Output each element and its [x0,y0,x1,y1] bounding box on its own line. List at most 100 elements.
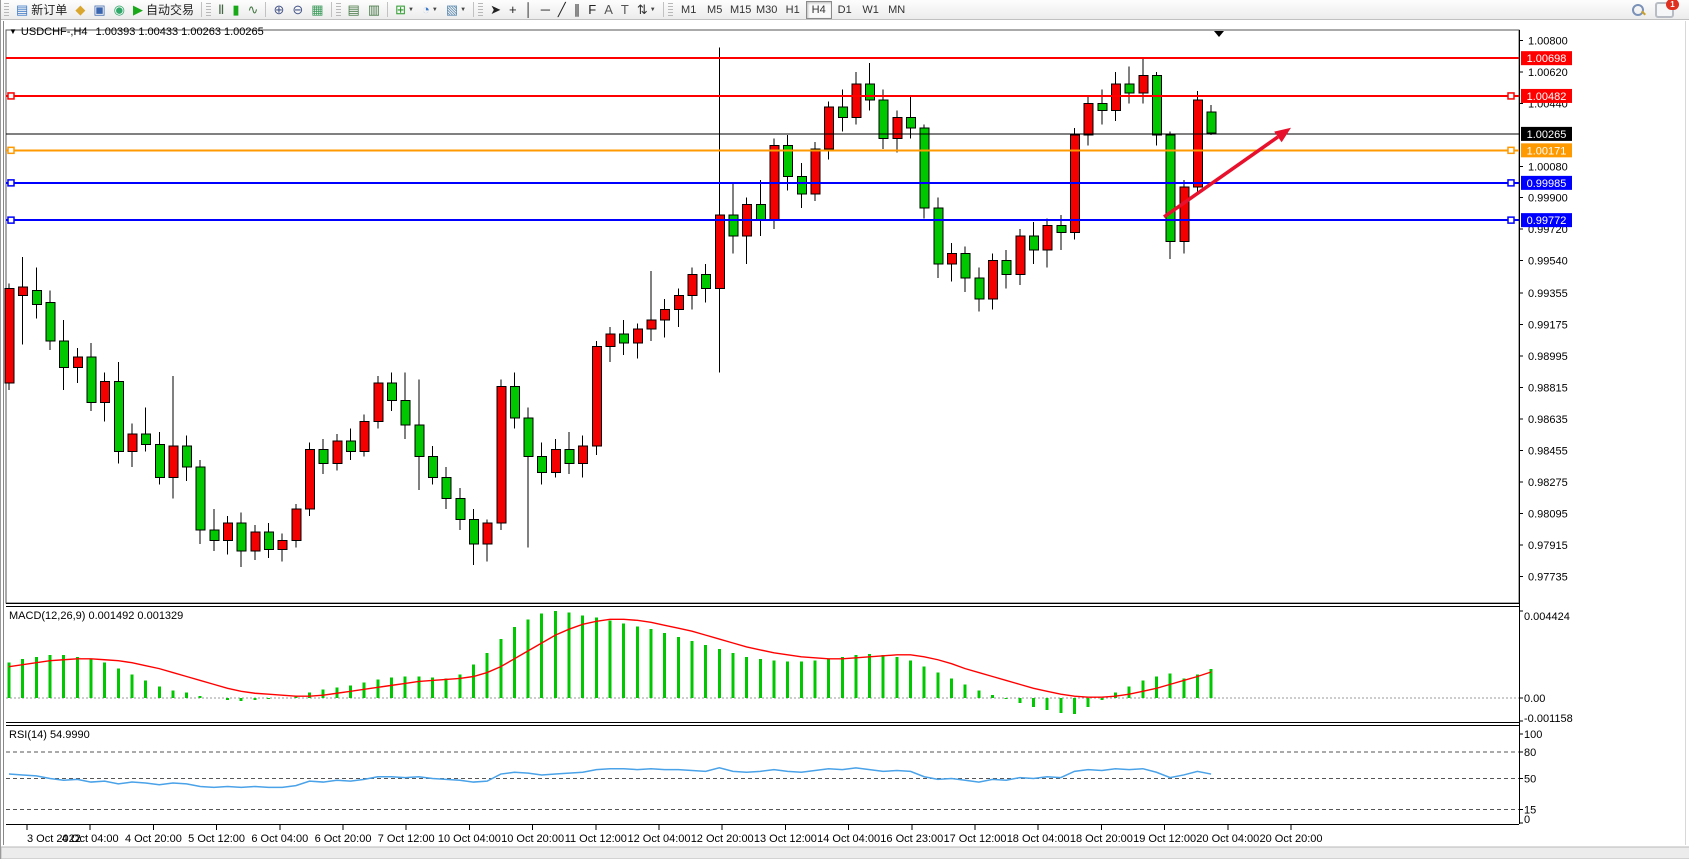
svg-text:0.98275: 0.98275 [1528,477,1568,489]
svg-text:15: 15 [1524,805,1536,817]
resistance-line-2-handle[interactable] [7,92,15,100]
level-lines: 1.00698 1.00482 1.00265 1.00171 0.99985 0.997… [6,51,1572,228]
zoom-out-button[interactable]: ⊖ [288,0,307,20]
candle-86 [1179,186,1190,242]
candlestick-chart-button[interactable]: ▮ [228,0,243,20]
candle-9 [127,433,138,452]
fibonacci-tool-button[interactable]: F [584,0,600,20]
timeframe-w1-button[interactable]: W1 [862,3,879,16]
timeframe-m30-button[interactable]: M30 [755,3,778,16]
candle-37 [509,386,520,419]
candle-76 [1042,225,1053,251]
rsi-line [8,767,1212,789]
search-icon[interactable] [1631,3,1645,17]
chart-profile-button[interactable]: ◆ [71,0,89,20]
crosshair-tool-icon: + [508,2,517,17]
symbol-dropdown-icon[interactable]: ▼ [9,27,17,36]
timeframe-h1-button[interactable]: H1 [785,3,800,16]
timeframe-h4-button[interactable]: H4 [805,0,832,19]
candle-68 [933,207,944,265]
candle-19 [264,531,275,550]
add-indicator-dropdown-icon[interactable]: ▼ [408,6,414,13]
resistance-line-2-price-badge [1521,88,1572,103]
support-line-1-handle[interactable] [1507,179,1515,187]
bar-chart-button[interactable]: Ⅱ [214,0,228,20]
candle-75 [1029,235,1039,251]
svg-text:0.99540: 0.99540 [1528,256,1568,268]
chart-title: ▼ USDCHF-,H4 1.00393 1.00433 1.00263 1.002… [9,26,264,38]
candle-48 [660,309,671,321]
svg-text:4 Oct 20:00: 4 Oct 20:00 [125,833,182,845]
zoom-in-button[interactable]: ⊕ [269,0,288,20]
add-indicator-icon: ⊞ [395,2,407,17]
arrows-tool-button[interactable]: ⇅ ▼ [633,0,660,20]
candle-11 [154,443,165,479]
period-selector-dropdown-icon[interactable]: ▼ [431,6,438,13]
period-selector-button[interactable]: ◔ ▼ [418,0,442,20]
candle-21 [291,508,302,542]
trend-arrow[interactable] [1162,127,1291,219]
timeframe-m15-button[interactable]: M15 [729,3,752,16]
new-order-icon: ▤ [16,2,29,17]
candle-50 [687,274,698,297]
data-radar-button[interactable]: ◉ [110,0,129,20]
candle-7 [100,380,111,403]
svg-text:0.97915: 0.97915 [1528,540,1568,552]
toolbar-grip [667,2,673,17]
text-tool-button[interactable]: A [600,0,617,20]
cursor-tool-button[interactable]: ➤ [486,0,505,20]
tile-windows-button[interactable]: ▦ [307,0,327,20]
resistance-line-2-handle[interactable] [1507,92,1515,100]
trendline-tool-icon: ╱ [557,2,566,17]
bar-chart-icon: Ⅱ [217,2,225,17]
candle-53 [728,214,739,237]
svg-text:3 Oct 2022: 3 Oct 2022 [27,833,81,845]
auto-arrange-button[interactable]: ▤ [344,0,364,20]
timeframe-m5-button[interactable]: M5 [707,3,723,16]
rsi-panel: 100 80 50 150 [6,729,1542,826]
toolbar-right-group: 1 [1631,0,1688,18]
timeframe-m1-button[interactable]: M1 [681,3,697,16]
support-line-2-handle[interactable] [1507,216,1515,224]
arrows-tool-dropdown-icon[interactable]: ▼ [649,6,656,13]
new-order-button[interactable]: ▤ 新订单 [12,0,71,20]
notification-badge: 1 [1666,0,1679,10]
shift-marker-icon[interactable] [1214,31,1224,37]
macd-signal-line [8,618,1212,698]
template-selector-button[interactable]: ▧ ▼ [442,0,470,20]
svg-text:18 Oct 20:00: 18 Oct 20:00 [1070,833,1133,845]
support-line-2-handle[interactable] [7,216,15,224]
vertical-line-tool-button[interactable]: │ [521,0,537,20]
svg-text:0.98995: 0.98995 [1528,351,1568,363]
candle-20 [277,540,288,550]
svg-text:0.98815: 0.98815 [1528,383,1568,395]
candle-47 [646,319,657,330]
crosshair-tool-button[interactable]: + [505,0,521,20]
pivot-line-handle[interactable] [7,146,15,155]
horizontal-line-tool-button[interactable]: ─ [537,0,554,20]
toolbar: ▤ 新订单 ◆ ▣ ◉ ▶ 自动交易 Ⅱ ▮ ∿ ⊕ ⊖ ▦ ▤ ▥ ⊞ ▼ ◔ ▼ ▧ ▼ ➤ + │ ─ ╱ ∥ F A T ⇅ ▼ M1 M… [1,0,1689,20]
candle-70 [960,253,971,279]
timeframe-mn-button[interactable]: MN [888,3,906,16]
zoom-in-icon: ⊕ [273,2,285,17]
market-watch-button[interactable]: ▣ [89,0,109,20]
template-selector-dropdown-icon[interactable]: ▼ [460,6,467,13]
trendline-tool-button[interactable]: ╱ [554,0,570,20]
channel-tool-button[interactable]: ∥ [570,0,585,20]
svg-text:0.99900: 0.99900 [1528,193,1568,205]
label-tool-button[interactable]: T [617,0,633,20]
svg-text:6 Oct 20:00: 6 Oct 20:00 [315,833,372,845]
candle-69 [947,253,958,265]
svg-text:80: 80 [1524,747,1536,759]
arrange-windows-button[interactable]: ▥ [364,0,384,20]
auto-trading-button[interactable]: ▶ 自动交易 [129,0,198,20]
pivot-line-handle[interactable] [1507,146,1515,155]
add-indicator-button[interactable]: ⊞ ▼ [391,0,418,20]
candle-64 [878,99,889,139]
timeframe-d1-button[interactable]: D1 [837,3,852,16]
line-chart-button[interactable]: ∿ [244,0,263,20]
support-line-1-handle[interactable] [7,179,15,187]
candle-33 [455,498,466,521]
chat-icon[interactable]: 1 [1655,0,1679,18]
